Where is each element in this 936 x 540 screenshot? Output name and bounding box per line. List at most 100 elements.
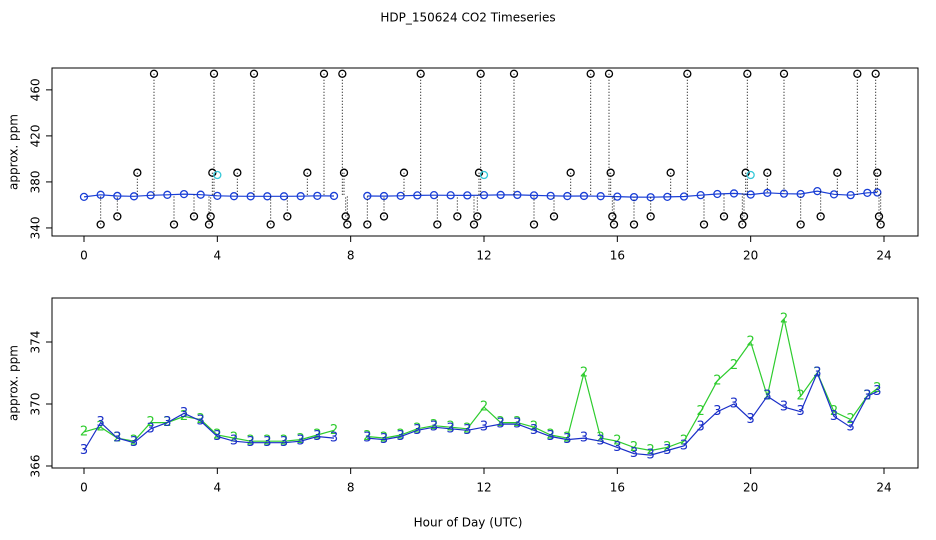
data-point — [113, 191, 122, 201]
data-marker: 3 — [313, 429, 321, 444]
data-point — [629, 192, 639, 202]
data-marker: 2 — [263, 434, 271, 449]
data-point — [549, 212, 559, 221]
data-point — [169, 220, 179, 229]
data-marker: 3 — [180, 406, 188, 421]
data-point — [846, 191, 855, 200]
data-marker: 3 — [547, 429, 555, 444]
x-tick-label: 8 — [347, 249, 355, 263]
data-point — [816, 212, 825, 221]
data-point — [246, 192, 255, 201]
data-point — [529, 191, 539, 200]
x-tick-label: 20 — [743, 249, 758, 263]
data-marker: 3 — [630, 446, 638, 461]
data-marker: 3 — [747, 412, 755, 427]
data-point — [476, 69, 485, 78]
data-marker: 2 — [330, 423, 338, 438]
data-point — [399, 168, 409, 177]
data-marker: 3 — [663, 443, 671, 458]
data-marker: 2 — [147, 415, 155, 430]
data-marker: 3 — [613, 440, 621, 455]
data-point — [196, 190, 205, 199]
data-point — [209, 69, 219, 78]
data-marker: 3 — [413, 423, 421, 438]
x-tick-label: 16 — [610, 249, 625, 263]
data-marker: 3 — [763, 389, 771, 404]
data-point — [463, 191, 472, 200]
data-point — [189, 212, 199, 221]
data-point — [739, 212, 749, 221]
data-point — [396, 191, 405, 200]
data-marker: 3 — [97, 415, 105, 430]
data-point — [379, 191, 389, 201]
data-marker: 2 — [380, 431, 388, 446]
data-point — [586, 69, 595, 78]
x-axis-label: Hour of Day (UTC) — [414, 516, 523, 530]
data-point — [779, 69, 789, 78]
data-marker: 3 — [780, 400, 788, 415]
x-tick-label: 4 — [214, 249, 222, 263]
y-tick-label: 380 — [29, 170, 43, 193]
data-marker: 2 — [480, 400, 488, 415]
data-point — [283, 212, 292, 221]
data-marker: 2 — [247, 434, 255, 449]
data-point — [876, 220, 885, 229]
y-tick-label: 460 — [29, 78, 43, 101]
y-tick-label: 366 — [29, 455, 43, 478]
data-point — [313, 191, 322, 200]
data-point — [563, 191, 572, 201]
data-marker: 2 — [597, 431, 605, 446]
data-marker: 3 — [280, 435, 288, 450]
data-point — [871, 69, 880, 78]
x-tick-label: 4 — [214, 481, 222, 495]
data-marker: 2 — [397, 427, 405, 442]
data-point — [446, 191, 455, 200]
data-marker: 2 — [730, 358, 738, 373]
data-point — [579, 191, 589, 201]
y-axis-label: approx. ppm — [7, 114, 21, 190]
x-tick-label: 20 — [743, 481, 758, 495]
data-point — [263, 192, 272, 201]
data-point — [606, 168, 615, 177]
data-point — [474, 168, 484, 177]
data-point — [679, 192, 689, 201]
chart-title: HDP_150624 CO2 Timeseries — [380, 11, 555, 25]
data-marker: 2 — [530, 420, 538, 435]
data-marker: 2 — [197, 412, 205, 427]
data-point — [746, 170, 755, 180]
x-tick-label: 24 — [876, 249, 891, 263]
data-point — [713, 189, 722, 199]
data-point — [341, 212, 350, 221]
data-point — [146, 191, 155, 200]
data-marker: 2 — [213, 427, 221, 442]
data-marker: 2 — [547, 427, 555, 442]
data-marker: 3 — [847, 420, 855, 435]
data-point — [429, 191, 439, 200]
data-point — [566, 168, 575, 177]
data-marker: 2 — [447, 420, 455, 435]
data-point — [479, 170, 489, 180]
data-point — [233, 168, 242, 177]
plot-frame — [51, 67, 919, 237]
data-point — [266, 220, 275, 229]
y-tick-label: 340 — [29, 216, 43, 239]
data-marker: 3 — [463, 423, 471, 438]
series-line — [83, 318, 878, 452]
data-marker: 2 — [563, 431, 571, 446]
data-marker: 2 — [780, 311, 788, 326]
data-point — [279, 192, 289, 201]
data-point — [738, 220, 747, 229]
data-point — [213, 191, 222, 200]
data-point — [546, 191, 555, 200]
data-point — [729, 189, 739, 198]
data-marker: 2 — [497, 415, 505, 430]
data-point — [473, 212, 482, 221]
data-point — [741, 168, 750, 177]
data-point — [646, 212, 655, 221]
data-point — [149, 69, 159, 78]
data-point — [833, 168, 842, 177]
data-marker: 3 — [497, 417, 505, 432]
data-point — [779, 189, 789, 198]
data-marker: 3 — [397, 429, 405, 444]
